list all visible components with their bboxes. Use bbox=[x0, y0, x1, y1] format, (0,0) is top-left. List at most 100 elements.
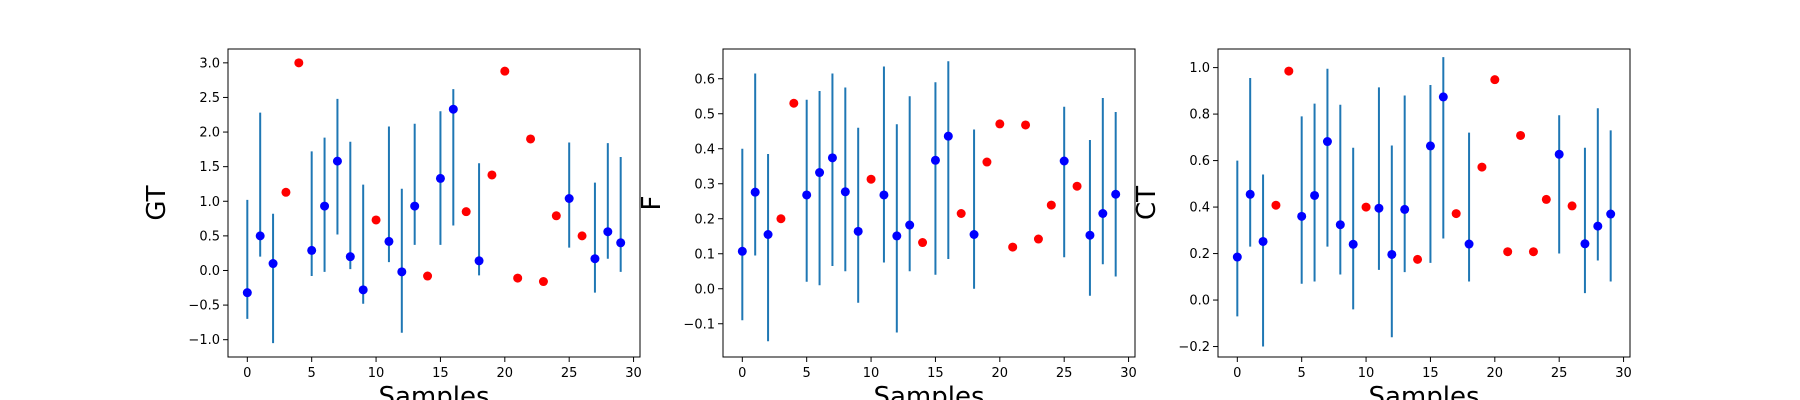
blue-data-point bbox=[892, 231, 902, 241]
x-tick-label: 10 bbox=[1358, 366, 1375, 381]
red-data-point bbox=[1451, 209, 1461, 219]
blue-data-point bbox=[242, 288, 252, 298]
blue-data-point bbox=[1464, 239, 1474, 249]
y-tick-label: 2.0 bbox=[199, 126, 220, 141]
y-tick-label: 0.0 bbox=[694, 282, 715, 297]
blue-data-point bbox=[1232, 252, 1242, 262]
x-tick-label: 30 bbox=[625, 366, 642, 381]
blue-data-point bbox=[564, 194, 574, 204]
y-tick-label: 0.2 bbox=[1189, 247, 1210, 262]
y-axis-label: CT bbox=[1132, 186, 1162, 220]
red-data-point bbox=[995, 119, 1005, 129]
blue-data-point bbox=[1085, 230, 1095, 240]
y-tick-label: 0.5 bbox=[199, 229, 220, 244]
blue-data-point bbox=[448, 104, 458, 114]
blue-data-point bbox=[879, 190, 889, 200]
blue-data-point bbox=[737, 246, 747, 256]
red-data-point bbox=[500, 66, 510, 76]
blue-data-point bbox=[1098, 209, 1108, 218]
blue-data-point bbox=[1400, 204, 1410, 214]
x-tick-label: 5 bbox=[1298, 366, 1306, 381]
x-axis-label: Samples bbox=[378, 382, 489, 400]
y-tick-label: −0.2 bbox=[1178, 340, 1210, 355]
x-tick-label: 25 bbox=[1056, 366, 1073, 381]
blue-data-point bbox=[1297, 211, 1307, 221]
x-tick-label: 5 bbox=[308, 366, 316, 381]
axes-frame bbox=[227, 48, 641, 358]
blue-data-point bbox=[268, 259, 278, 269]
x-tick-label: 15 bbox=[432, 366, 449, 381]
red-data-point bbox=[538, 277, 548, 287]
y-axis-label: F bbox=[637, 196, 667, 211]
x-tick-label: 15 bbox=[1422, 366, 1439, 381]
y-tick-label: 0.8 bbox=[1189, 108, 1210, 123]
red-data-point bbox=[866, 174, 876, 184]
blue-data-point bbox=[930, 155, 940, 165]
y-tick-label: −0.1 bbox=[683, 317, 715, 332]
x-tick-label: 20 bbox=[497, 366, 514, 381]
subplot-f: 0 5 10 15 20 25 30 −0.1 0.0 0.1 0.2 0.3 0.4 0.5 0.6 F Sa… bbox=[637, 48, 1137, 400]
x-tick-label: 10 bbox=[368, 366, 385, 381]
red-data-point bbox=[1503, 247, 1513, 257]
red-data-point bbox=[526, 134, 536, 144]
red-data-point bbox=[1361, 202, 1371, 212]
blue-data-point bbox=[410, 201, 420, 211]
blue-data-point bbox=[969, 230, 979, 239]
x-tick-label: 25 bbox=[1551, 366, 1568, 381]
y-tick-label: 0.6 bbox=[694, 72, 715, 87]
blue-data-point bbox=[1387, 249, 1397, 259]
red-data-point bbox=[1413, 254, 1423, 264]
blue-data-point bbox=[616, 238, 626, 248]
red-data-point bbox=[1541, 194, 1551, 204]
y-tick-label: 3.0 bbox=[199, 56, 220, 71]
x-tick-label: 30 bbox=[1120, 366, 1137, 381]
blue-data-point bbox=[474, 256, 484, 266]
blue-data-point bbox=[750, 187, 760, 197]
axes-frame bbox=[1217, 48, 1631, 358]
blue-data-point bbox=[1258, 236, 1268, 246]
blue-data-point bbox=[943, 131, 953, 141]
red-data-point bbox=[1284, 66, 1294, 76]
red-data-point bbox=[1477, 162, 1487, 172]
blue-data-point bbox=[1059, 156, 1069, 166]
y-tick-label: 0.3 bbox=[694, 177, 715, 192]
y-tick-label: 0.6 bbox=[1189, 154, 1210, 169]
blue-data-point bbox=[1438, 92, 1448, 102]
blue-data-point bbox=[1554, 149, 1564, 159]
y-tick-label: 1.0 bbox=[1189, 61, 1210, 76]
red-data-point bbox=[371, 215, 381, 225]
blue-data-point bbox=[1374, 203, 1384, 213]
x-tick-label: 20 bbox=[1487, 366, 1504, 381]
x-tick-label: 25 bbox=[561, 366, 578, 381]
blue-data-point bbox=[1245, 189, 1255, 199]
blue-data-point bbox=[255, 231, 265, 241]
blue-data-point bbox=[853, 226, 863, 236]
y-tick-label: −0.5 bbox=[188, 299, 220, 314]
red-data-point bbox=[551, 211, 561, 221]
axes-frame bbox=[722, 48, 1136, 358]
red-data-point bbox=[577, 231, 587, 241]
x-tick-label: 0 bbox=[1233, 366, 1241, 381]
blue-data-point bbox=[397, 267, 407, 277]
subplot-ct: 0 5 10 15 20 25 30 −0.2 0.0 0.2 0.4 0.6 0.8 1.0 CT Samp… bbox=[1132, 48, 1632, 400]
blue-data-point bbox=[1593, 221, 1603, 231]
blue-data-point bbox=[590, 254, 600, 264]
blue-data-point bbox=[1335, 220, 1345, 230]
y-tick-label: 1.5 bbox=[199, 160, 220, 175]
blue-data-point bbox=[815, 168, 825, 178]
y-tick-label: 0.0 bbox=[199, 264, 220, 279]
y-tick-label: 0.2 bbox=[694, 212, 715, 227]
subplot-gt: 0 5 10 15 20 25 30 −1.0 −0.5 0.0 0.5 1.0 1.5 2.0 2.5 3.… bbox=[142, 48, 642, 400]
blue-data-point bbox=[332, 156, 342, 166]
red-data-point bbox=[1516, 130, 1526, 140]
red-data-point bbox=[789, 98, 799, 108]
blue-data-point bbox=[1425, 141, 1435, 151]
red-data-point bbox=[1567, 201, 1577, 211]
red-data-point bbox=[1021, 120, 1031, 130]
y-tick-label: 2.5 bbox=[199, 91, 220, 106]
x-tick-label: 0 bbox=[243, 366, 251, 381]
x-tick-label: 15 bbox=[927, 366, 944, 381]
x-tick-label: 30 bbox=[1615, 366, 1632, 381]
y-tick-label: −1.0 bbox=[188, 333, 220, 348]
y-axis-label: GT bbox=[142, 185, 172, 220]
